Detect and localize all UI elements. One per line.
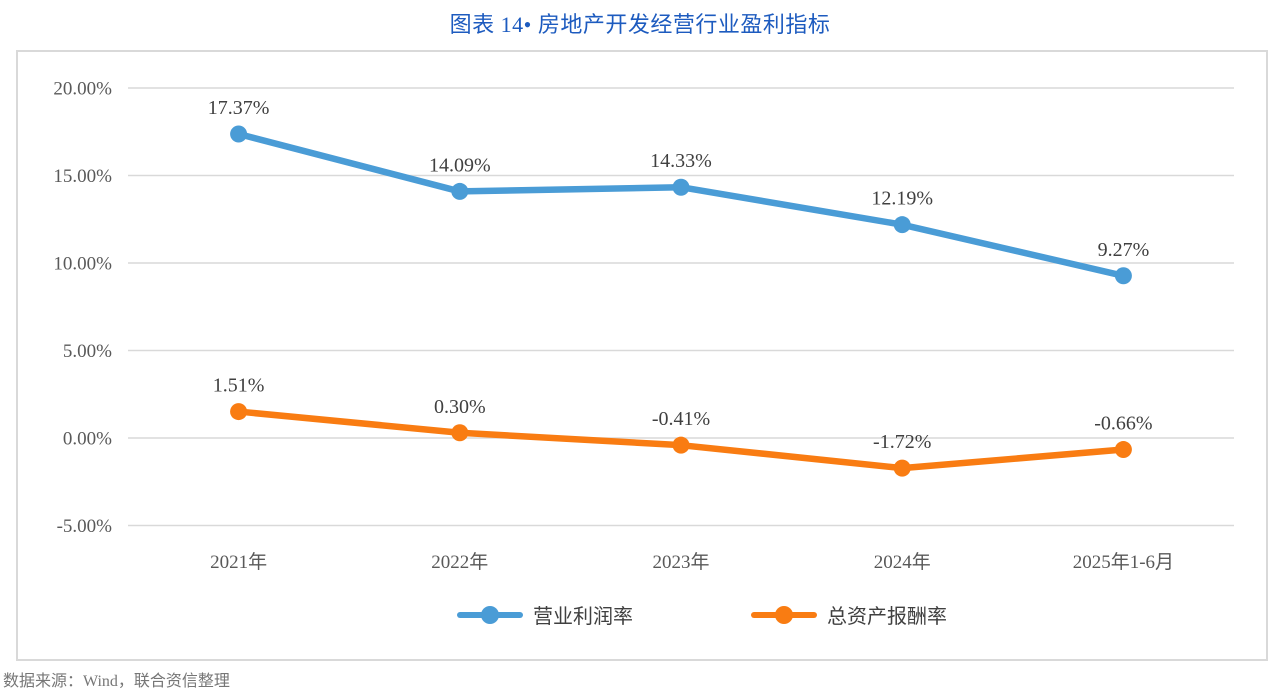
- data-point: [451, 182, 469, 200]
- data-point: [1114, 267, 1132, 285]
- data-point: [451, 424, 469, 442]
- x-axis-tick-label: 2024年: [874, 551, 931, 573]
- data-point-label: -0.66%: [1094, 413, 1152, 435]
- data-point-label: 14.09%: [429, 154, 491, 176]
- y-axis-tick-label: 0.00%: [63, 429, 112, 450]
- legend-marker-blue-line-icon: [457, 605, 523, 624]
- data-point: [672, 178, 690, 196]
- chart-title: 图表 14• 房地产开发经营行业盈利指标: [449, 12, 831, 37]
- data-point-label: -1.72%: [873, 431, 931, 453]
- data-point: [230, 125, 248, 143]
- chart-legend: 营业利润率 总资产报酬率: [18, 600, 1266, 629]
- data-point: [672, 436, 690, 454]
- data-point-label: 17.37%: [208, 97, 270, 119]
- data-source-note: 数据来源：Wind，联合资信整理: [3, 673, 230, 690]
- legend-item-return-on-total-assets: 总资产报酬率: [751, 600, 947, 629]
- y-axis-tick-label: 20.00%: [53, 79, 112, 100]
- line-chart: 20.00% 15.00% 10.00% 5.00% 0.00% -5.00% 2021年 2…: [53, 79, 1234, 573]
- data-point-label: 14.33%: [650, 150, 712, 172]
- data-point-label: 9.27%: [1098, 239, 1150, 261]
- y-axis-tick-label: 15.00%: [53, 166, 112, 187]
- y-axis-tick-label: 5.00%: [63, 341, 112, 362]
- data-point: [893, 459, 911, 477]
- legend-marker-orange-dot-icon: [775, 605, 793, 624]
- data-point: [893, 216, 911, 234]
- legend-item-operating-profit-margin: 营业利润率: [457, 600, 633, 629]
- data-point-label: 0.30%: [434, 396, 486, 418]
- data-point: [1114, 441, 1132, 459]
- legend-label-operating-profit-margin: 营业利润率: [533, 606, 633, 628]
- data-point-label: 12.19%: [871, 188, 933, 210]
- data-point-label: 1.51%: [213, 375, 265, 397]
- data-point-label: -0.41%: [652, 408, 710, 430]
- legend-label-return-on-total-assets: 总资产报酬率: [827, 606, 947, 628]
- legend-marker-blue-dot-icon: [481, 605, 499, 624]
- x-axis-tick-label: 2021年: [210, 551, 267, 573]
- legend-marker-orange-line-icon: [751, 605, 817, 624]
- data-point: [230, 403, 248, 421]
- y-axis-tick-label: 10.00%: [53, 254, 112, 275]
- y-axis-tick-label: -5.00%: [57, 516, 113, 537]
- chart-container: 20.00% 15.00% 10.00% 5.00% 0.00% -5.00% 2021年 2…: [16, 50, 1268, 661]
- x-axis-tick-label: 2023年: [652, 551, 709, 573]
- x-axis-tick-label: 2025年1-6月: [1073, 551, 1174, 573]
- x-axis-tick-label: 2022年: [431, 551, 488, 573]
